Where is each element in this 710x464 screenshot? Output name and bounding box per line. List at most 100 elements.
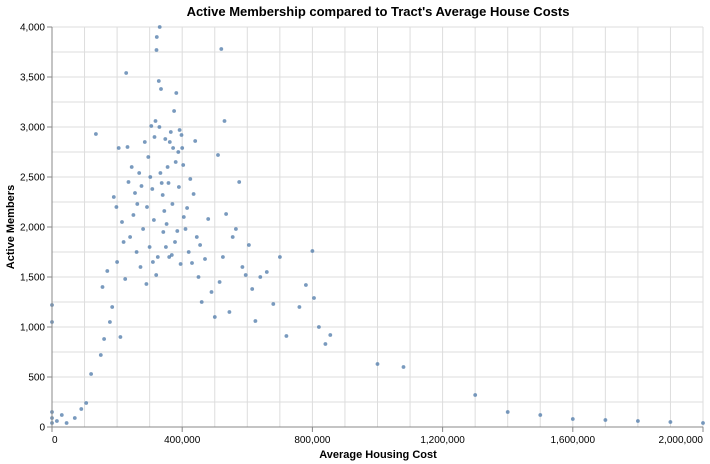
y-tick-label: 3,500 [20,73,45,84]
chart-title: Active Membership compared to Tract's Av… [187,4,570,19]
data-point [179,133,184,137]
data-point [105,269,110,273]
data-point [221,255,225,259]
data-point [111,195,116,199]
data-point [135,202,140,206]
data-point [193,139,198,143]
y-tick-label: 2,500 [20,173,45,184]
y-axis-title: Active Members [5,185,17,269]
data-point [328,333,333,337]
data-point [323,342,328,346]
data-point [375,362,380,366]
data-point [144,282,149,286]
data-point [133,191,137,195]
data-point [79,407,84,411]
data-point [175,229,180,233]
data-point [234,227,238,231]
data-point [206,217,211,221]
data-point [121,240,126,244]
data-point [174,91,179,95]
data-point [701,421,705,425]
data-point [165,165,170,169]
data-point [222,119,227,123]
data-point [149,124,154,128]
y-tick-label: 1,000 [20,323,45,334]
data-point [216,153,220,157]
data-point [190,261,194,265]
data-point [118,335,123,339]
data-point [150,187,155,191]
data-point [152,135,157,139]
data-point [636,419,640,423]
x-tick-label: 1,600,000 [551,435,596,446]
x-tick-label: 0 [52,435,58,446]
data-point [209,290,214,294]
data-point [128,235,133,239]
data-point [317,325,321,329]
data-point [145,205,149,209]
data-point [570,417,575,421]
data-point [102,337,106,341]
data-point [203,257,207,261]
data-point [124,71,129,75]
data-point [139,184,144,188]
x-tick-label: 1,200,000 [420,435,465,446]
data-point [155,255,160,259]
data-point [170,202,175,206]
data-point [297,305,302,309]
data-point [173,160,178,164]
data-point [278,255,282,259]
data-point [134,250,139,254]
data-point [227,310,232,314]
data-point [247,243,251,247]
x-tick-label: 800,000 [294,435,331,446]
data-point [224,212,229,216]
data-point [188,177,193,181]
data-point [100,285,105,289]
data-point [72,416,77,420]
data-point [401,365,406,369]
data-point [157,25,162,29]
data-point [538,413,543,417]
data-point [167,140,172,144]
data-point [110,305,115,309]
data-point [176,150,181,154]
data-point [94,132,98,136]
data-point [151,260,155,264]
data-point [146,155,151,159]
data-point [154,35,159,39]
data-point [166,181,171,185]
data-point [237,180,242,184]
data-point [186,250,191,254]
data-point [142,140,147,144]
data-point [183,227,188,231]
data-points [50,25,705,425]
data-point [154,273,159,277]
data-point [181,163,186,167]
data-point [126,180,131,184]
y-tick-label: 3,000 [20,123,45,134]
data-point [240,265,245,269]
data-point [147,245,152,249]
data-point [473,393,478,397]
data-point [157,125,162,129]
data-point [284,334,289,338]
data-point [181,215,186,219]
data-point [59,413,64,417]
axes: 0 400,000 800,000 1,200,000 1,600,000 2,000,0… [20,23,704,446]
data-point [160,193,165,197]
data-point [164,245,168,249]
data-point [219,47,224,51]
data-point [177,128,182,132]
data-point [304,283,308,287]
data-point [108,320,112,324]
data-point [114,205,119,209]
x-tick-label: 2,000,000 [659,435,704,446]
data-point [169,253,174,257]
data-point [137,171,142,175]
data-point [199,300,204,304]
data-point [603,418,608,422]
x-tick-label: 400,000 [164,435,201,446]
data-point [152,218,156,222]
data-point [115,260,119,264]
